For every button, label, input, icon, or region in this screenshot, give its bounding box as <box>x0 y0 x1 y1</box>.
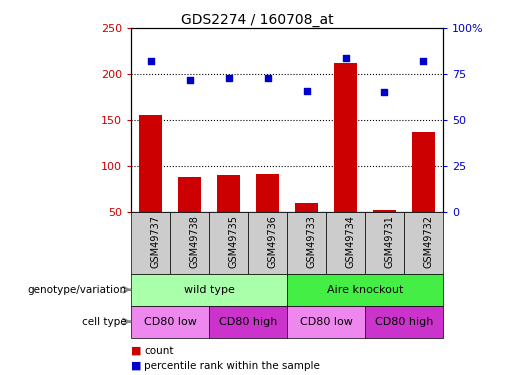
Bar <box>287 274 443 306</box>
Bar <box>178 177 201 212</box>
Text: CD80 low: CD80 low <box>144 316 197 327</box>
Point <box>225 75 233 81</box>
Text: ■: ■ <box>131 361 145 370</box>
Text: count: count <box>144 346 174 355</box>
Text: GSM49731: GSM49731 <box>385 215 394 268</box>
Text: GSM49734: GSM49734 <box>346 215 355 268</box>
Text: ■: ■ <box>131 346 145 355</box>
Text: GSM49736: GSM49736 <box>268 215 278 268</box>
Point <box>419 58 427 64</box>
Text: GSM49733: GSM49733 <box>306 215 317 268</box>
Bar <box>287 212 326 274</box>
Bar <box>217 175 241 212</box>
Point <box>264 75 272 81</box>
Point <box>302 88 311 94</box>
Text: percentile rank within the sample: percentile rank within the sample <box>144 361 320 370</box>
Text: CD80 low: CD80 low <box>300 316 352 327</box>
Bar <box>139 116 162 212</box>
Bar <box>404 212 443 274</box>
Bar <box>209 306 287 338</box>
Bar <box>373 210 396 212</box>
Bar <box>170 212 209 274</box>
Text: CD80 high: CD80 high <box>375 316 433 327</box>
Bar <box>334 63 357 212</box>
Bar <box>326 212 365 274</box>
Point <box>147 58 155 64</box>
Bar <box>411 132 435 212</box>
Text: wild type: wild type <box>184 285 235 295</box>
Bar <box>365 306 443 338</box>
Text: genotype/variation: genotype/variation <box>27 285 126 295</box>
Point <box>185 76 194 82</box>
Bar <box>287 306 365 338</box>
Bar <box>365 212 404 274</box>
Bar <box>209 212 248 274</box>
Text: GSM49732: GSM49732 <box>423 215 434 268</box>
Bar <box>248 212 287 274</box>
Bar <box>295 202 318 212</box>
Text: GDS2274 / 160708_at: GDS2274 / 160708_at <box>181 13 334 27</box>
Text: GSM49737: GSM49737 <box>151 215 161 268</box>
Bar <box>131 274 287 306</box>
Bar <box>131 306 209 338</box>
Text: Aire knockout: Aire knockout <box>327 285 403 295</box>
Bar <box>256 174 279 212</box>
Point <box>381 90 389 96</box>
Text: CD80 high: CD80 high <box>219 316 278 327</box>
Point <box>341 54 350 60</box>
Text: GSM49735: GSM49735 <box>229 215 238 268</box>
Bar <box>131 212 170 274</box>
Text: cell type: cell type <box>81 316 126 327</box>
Text: GSM49738: GSM49738 <box>190 215 200 268</box>
